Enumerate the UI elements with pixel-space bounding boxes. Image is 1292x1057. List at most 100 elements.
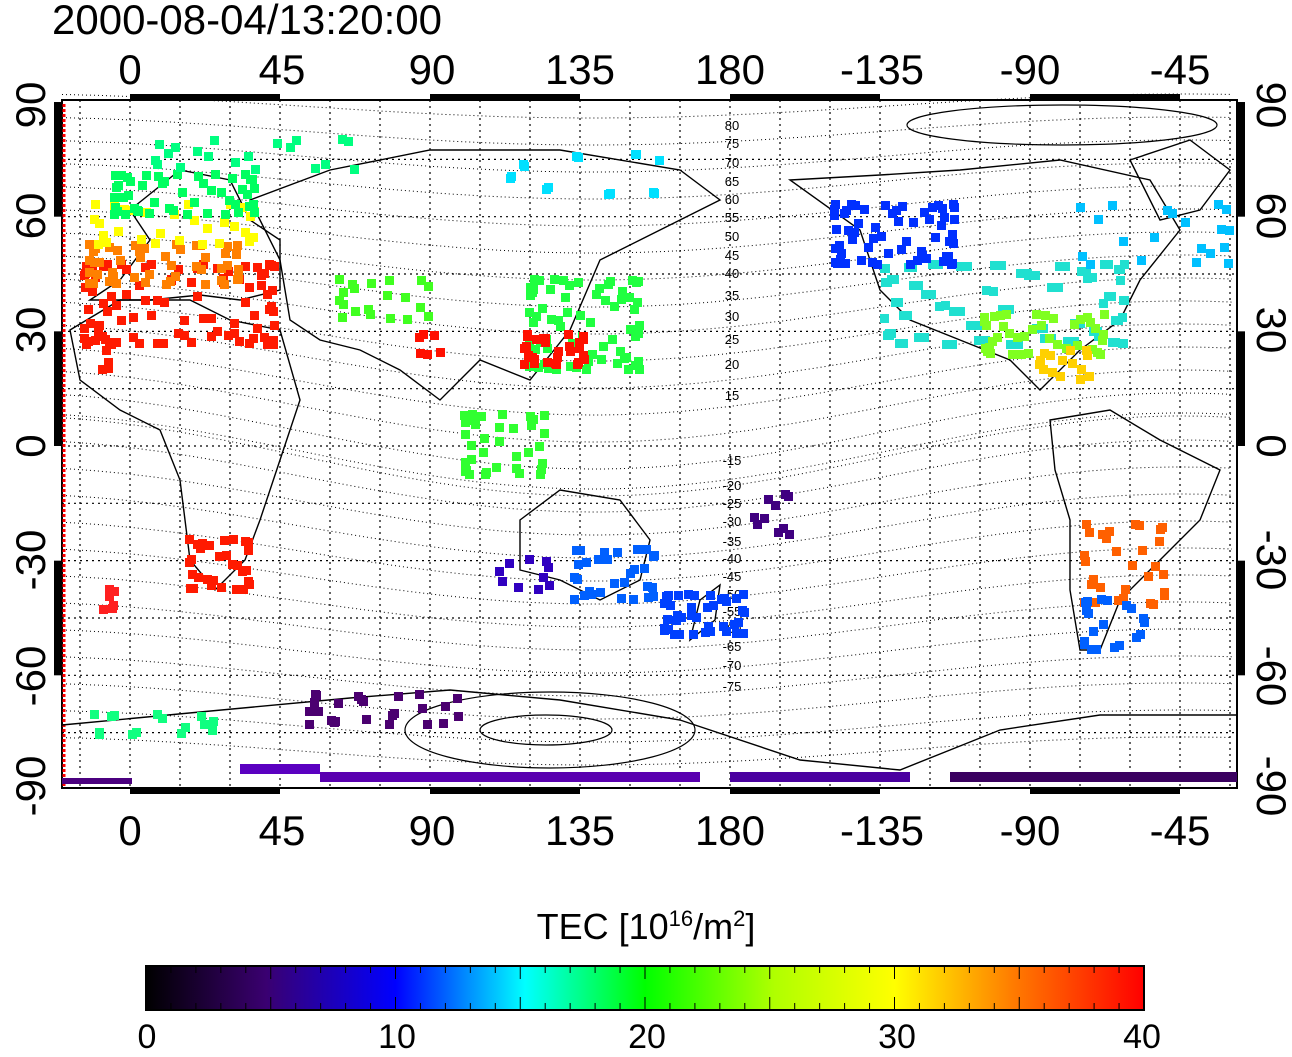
tec-patch <box>187 278 196 287</box>
tec-patch <box>327 716 336 725</box>
tec-patch <box>850 228 859 237</box>
tec-patch <box>1063 337 1072 346</box>
tec-patch <box>1158 523 1167 532</box>
tec-patch <box>471 420 480 429</box>
tec-patch <box>989 287 998 296</box>
tec-patch <box>253 324 262 333</box>
tec-patch <box>153 339 162 348</box>
tec-patch <box>167 261 176 270</box>
tec-patch <box>436 348 445 357</box>
tec-patch <box>207 314 216 323</box>
tec-patch <box>121 210 130 219</box>
tec-patch <box>1135 521 1144 530</box>
tec-patch <box>996 311 1005 320</box>
tec-patch <box>1005 305 1014 314</box>
tec-patch <box>269 307 278 316</box>
tec-patch <box>194 172 203 181</box>
axis-bar-segment <box>1030 94 1180 100</box>
contour-label: 20 <box>725 357 739 372</box>
tec-patch <box>244 546 253 555</box>
tec-patch <box>62 778 132 784</box>
contour-line <box>61 116 1233 146</box>
tec-patch <box>479 448 488 457</box>
tec-patch <box>774 528 783 537</box>
tec-patch <box>634 277 643 286</box>
tec-patch <box>98 365 107 374</box>
tec-patch <box>1055 262 1064 271</box>
tec-patch <box>942 252 951 261</box>
tec-patch <box>579 335 588 344</box>
tec-patch <box>367 279 376 288</box>
tec-patch <box>273 139 282 148</box>
tec-patch <box>512 452 521 461</box>
tec-patch <box>249 334 258 343</box>
tec-patch <box>1047 283 1056 292</box>
tec-patch <box>251 165 260 174</box>
right-lat-label: 90 <box>1248 82 1292 129</box>
tec-patch <box>217 188 226 197</box>
bottom-lon-label: -135 <box>840 807 924 854</box>
tec-patch <box>1099 330 1108 339</box>
tec-patch <box>386 314 395 323</box>
tec-patch <box>495 437 504 446</box>
tec-patch <box>207 186 216 195</box>
axis-bar-segment <box>730 94 880 100</box>
tec-patch <box>1115 641 1124 650</box>
tec-patch <box>344 137 353 146</box>
bottom-lon-label: 45 <box>259 807 306 854</box>
tec-patch <box>467 441 476 450</box>
tec-patch <box>110 210 119 219</box>
tec-patch <box>1122 601 1131 610</box>
tec-patch <box>913 256 922 265</box>
tec-patch <box>104 358 113 367</box>
tec-patch <box>234 208 243 217</box>
tec-patch <box>1181 218 1190 227</box>
tec-patch <box>1061 262 1070 271</box>
tec-patch <box>153 296 162 305</box>
tec-patch <box>997 261 1006 270</box>
tec-patch <box>1119 594 1128 603</box>
tec-patch <box>540 429 549 438</box>
tec-patch <box>305 707 314 716</box>
tec-patch <box>150 198 159 207</box>
tec-patch <box>1197 244 1206 253</box>
colorbar-tick-40: 40 <box>1123 1018 1161 1056</box>
tec-patch <box>974 336 983 345</box>
top-lon-label: 0 <box>118 46 141 93</box>
tec-patch <box>966 321 975 330</box>
tec-patch <box>938 204 947 213</box>
tec-patch <box>171 143 180 152</box>
tec-patch <box>525 362 534 371</box>
tec-patch <box>525 308 534 317</box>
tec-patch <box>1151 562 1160 571</box>
contour-label: 35 <box>725 288 739 303</box>
contour-label: 80 <box>725 118 739 133</box>
tec-patch <box>335 275 344 284</box>
tec-patch <box>348 280 357 289</box>
tec-patch <box>105 243 114 252</box>
tec-patch <box>864 243 873 252</box>
tec-world-map: 80 75 70 65 60 55 50 45 40 35 30 25 20 15 -15 -20 -25 -30… <box>7 46 1292 854</box>
tec-patch <box>596 588 605 597</box>
tec-patch <box>597 355 606 364</box>
colorbar-tick-20: 20 <box>628 1018 666 1056</box>
tec-patch <box>161 252 170 261</box>
tec-patch <box>1160 591 1169 600</box>
tec-patch <box>1220 243 1229 252</box>
tec-patch <box>95 219 104 228</box>
tec-patch <box>1081 557 1090 566</box>
tec-patch <box>830 211 839 220</box>
tec-patch <box>663 615 672 624</box>
tec-patch <box>133 206 142 215</box>
tec-patch <box>990 312 999 321</box>
tec-patch <box>225 196 234 205</box>
contour-line <box>61 547 1233 605</box>
tec-patch <box>230 329 239 338</box>
contour-label: -45 <box>723 569 742 584</box>
tec-patch <box>540 411 549 420</box>
tec-patch <box>461 418 470 427</box>
tec-patch <box>536 470 545 479</box>
tec-patch <box>1225 226 1234 235</box>
tec-patch <box>114 181 123 190</box>
tec-patch <box>104 364 113 373</box>
